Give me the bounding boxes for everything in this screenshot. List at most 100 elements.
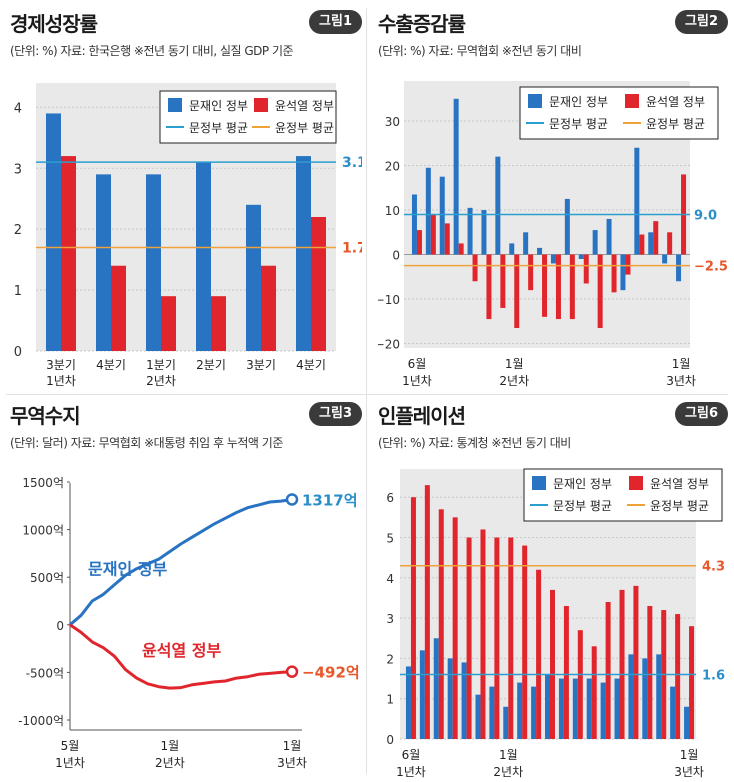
y-tick-label: 4 [386,572,394,586]
y-tick-label: 10 [385,204,400,218]
legend-label: 문정부 평균 [189,121,248,135]
y-tick-label: 1 [14,284,22,299]
bar-yoon [563,606,569,739]
x-tick-label: 3분기 [46,358,76,372]
x-tick-label: 1월 [672,357,691,371]
bar-yoon [410,497,416,739]
line-moon [69,498,293,626]
bar-moon [453,98,459,255]
x-tick-label: 1년차 [396,765,426,779]
bar-moon [550,254,556,264]
x-tick-label: 2년차 [155,756,185,770]
average-label: 4.3 [702,560,725,575]
panel-subtitle: (단위: %) 자료: 한국은행 ※전년 동기 대비, 실질 GDP 기준 [10,44,294,58]
legend-label: 윤석열 정부 [650,477,709,491]
y-tick-label: 5 [386,532,394,546]
bar-moon [545,674,550,739]
bar-moon [246,204,261,351]
bar-moon [481,210,487,255]
bar-yoon [438,509,444,739]
bar-moon [495,156,501,255]
x-tick-label: 3년차 [674,765,704,779]
y-tick-label: 1500억 [22,476,64,490]
bar-moon [662,254,668,264]
bar-moon [296,156,311,351]
x-tick-label: 1년차 [55,756,85,770]
bar-yoon [500,254,506,308]
y-tick-label: 0 [386,733,394,747]
panel-inflation: 인플레이션 그림6 (단위: %) 자료: 통계청 ※전년 동기 대비 0 1 2 3… [378,400,728,780]
bar-yoon [550,589,555,739]
legend-label: 윤정부 평균 [650,499,709,513]
bar-moon [656,654,662,739]
bar-yoon [486,254,492,320]
bar-moon [531,686,537,739]
x-tick-label: 2년차 [493,765,523,779]
x-tick-label: 2년차 [146,374,176,388]
end-label: −492억 [302,664,360,682]
trade-chart: 1500억 1000억 500억 0 -500억 -1000억 5월 1년차 1월 2년차 1월 3년… [18,476,360,770]
panel-subtitle: (단위: 달러) 자료: 무역협회 ※대통령 취임 후 누적액 기준 [10,436,283,450]
bar-moon [419,650,425,739]
bar-moon [503,706,509,739]
bar-yoon [647,606,653,739]
series-label-moon: 문재인 정부 [88,559,167,578]
bar-yoon [569,254,575,320]
bar-moon [628,654,634,739]
bar-moon [600,682,606,739]
legend-label: 문재인 정부 [549,95,608,109]
bar-moon [489,686,495,739]
bar-moon [564,198,570,255]
bar-moon [620,254,626,291]
bar-moon [634,147,640,255]
y-tick-label: −10 [378,293,400,307]
bar-yoon [111,265,126,351]
bar-yoon [577,630,583,739]
bar-yoon [466,537,472,739]
bar-yoon [416,230,422,255]
bar-yoon [61,156,76,351]
panel-title: 인플레이션 [378,404,466,428]
bar-moon [447,658,453,739]
x-tick-label: 4분기 [296,358,326,372]
bar-yoon [536,569,542,739]
x-tick-label: 2분기 [196,358,226,372]
series-label-yoon: 윤석열 정부 [142,641,221,660]
x-tick-label: 1년차 [402,374,432,388]
y-tick-label: 0 [392,249,400,263]
bar-yoon [311,217,326,351]
legend-box [519,86,719,140]
x-tick-label: 2년차 [499,374,529,388]
bar-yoon [161,296,176,351]
bar-moon [523,232,529,255]
y-tick-label: 1 [386,693,394,707]
end-marker [285,665,299,678]
y-tick-label: −20 [378,338,400,352]
bar-moon [558,678,564,739]
average-label: 9.0 [694,209,717,224]
x-tick-label: 1월 [505,357,524,371]
x-tick-label: 1년차 [46,374,76,388]
panel-growth: 경제성장률 그림1 (단위: %) 자료: 한국은행 ※전년 동기 대비, 실질… [10,8,362,393]
legend-label: 윤정부 평균 [275,121,334,135]
average-label: 1.7 [342,240,362,256]
bar-moon [606,218,612,255]
bar-yoon [514,254,520,328]
line-yoon [69,623,293,690]
y-tick-label: 30 [385,115,400,129]
y-tick-label: 3 [14,162,22,177]
y-tick-label: -500억 [26,666,64,680]
panel-subtitle: (단위: %) 자료: 무역협회 ※전년 동기 대비 [378,44,582,58]
vertical-divider [366,8,367,774]
end-marker [285,493,299,506]
bar-moon [578,254,584,259]
growth-chart: 0 1 2 3 4 3분기 1년차 4분기 1분기 2년차 2분기 3분기 4분기 3.1 1.7 문재인 정… [14,83,362,388]
bar-yoon [452,517,458,739]
legend-swatch [168,98,182,112]
legend-swatch [528,94,542,108]
average-label: −2.5 [694,260,728,275]
bar-moon [642,658,648,739]
x-tick-label: 1월 [161,739,180,753]
figure-badge: 그림1 [309,10,362,34]
bar-moon [405,666,411,739]
